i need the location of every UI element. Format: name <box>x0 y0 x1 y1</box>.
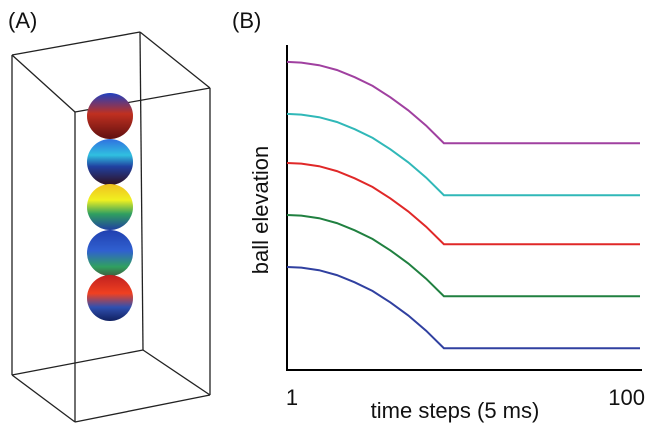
line-series <box>286 266 640 350</box>
panel-label: (B) <box>232 8 261 33</box>
line-series <box>286 214 640 298</box>
line-series <box>286 112 640 197</box>
line-series <box>286 60 640 145</box>
panel-label: (A) <box>8 8 37 33</box>
x-tick-label: 100 <box>608 385 645 410</box>
x-axis-label: time steps (5 ms) <box>371 398 540 423</box>
spheres <box>87 93 133 321</box>
y-axis-label: ball elevation <box>248 146 273 274</box>
line-series <box>286 162 640 246</box>
x-tick-label: 1 <box>286 385 298 410</box>
box-wireframe <box>11 31 211 423</box>
